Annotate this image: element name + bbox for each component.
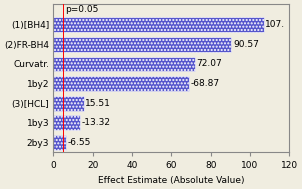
Text: -68.87: -68.87 xyxy=(190,79,220,88)
Bar xyxy=(53,135,66,150)
Bar xyxy=(53,57,195,71)
Text: 90.57: 90.57 xyxy=(233,40,259,49)
Text: -13.32: -13.32 xyxy=(81,118,110,127)
Bar xyxy=(53,115,79,130)
Text: 107.: 107. xyxy=(265,20,285,29)
Bar xyxy=(53,96,84,111)
Text: 15.51: 15.51 xyxy=(85,99,111,108)
Text: p=0.05: p=0.05 xyxy=(65,5,98,14)
Bar xyxy=(53,17,264,32)
Bar xyxy=(53,37,231,52)
Bar xyxy=(53,76,189,91)
Text: -6.55: -6.55 xyxy=(68,138,91,147)
Text: 72.07: 72.07 xyxy=(197,60,222,68)
X-axis label: Effect Estimate (Absolute Value): Effect Estimate (Absolute Value) xyxy=(98,176,245,185)
